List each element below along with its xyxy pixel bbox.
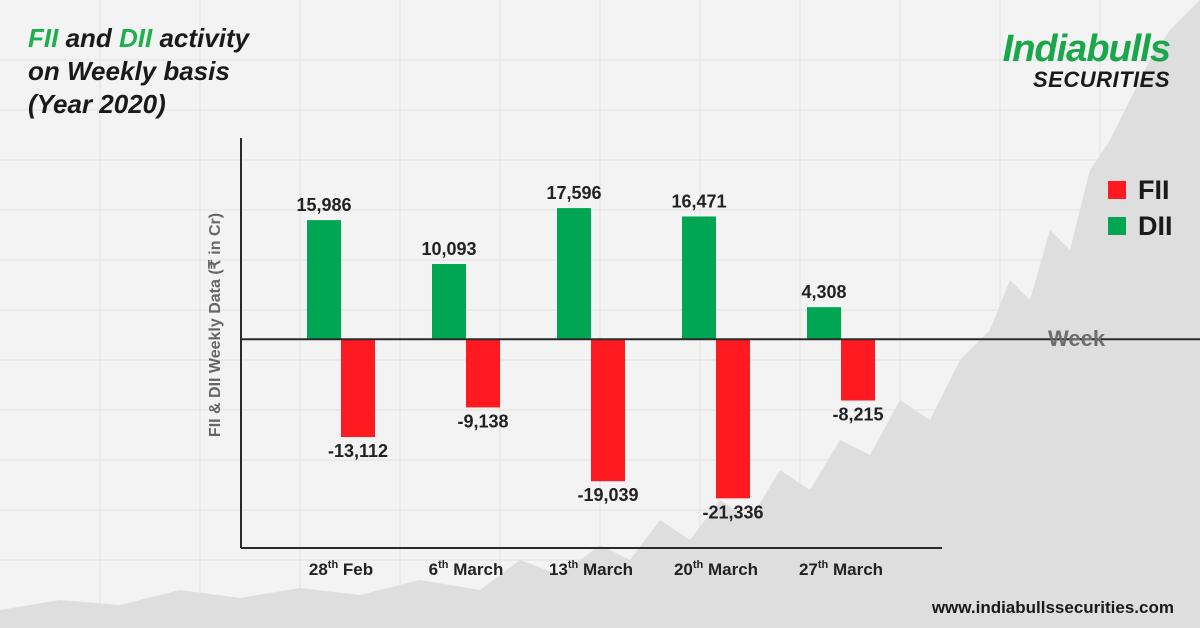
- y-axis-title: FII & DII Weekly Data (₹ in Cr): [207, 213, 224, 437]
- chart-title: FII and DII activity on Weekly basis (Ye…: [28, 23, 250, 119]
- dii-bar: [432, 264, 466, 340]
- x-tick-label: 13th March: [549, 559, 633, 579]
- dii-data-label: 15,986: [296, 195, 351, 215]
- x-tick-label: 27th March: [799, 559, 883, 579]
- dii-data-label: 16,471: [671, 191, 726, 211]
- fii-bar: [466, 339, 500, 408]
- x-tick-label: 6th March: [429, 559, 504, 579]
- fii-bar: [341, 339, 375, 438]
- fii-data-label: -19,039: [577, 485, 638, 505]
- dii-bar: [307, 220, 341, 340]
- x-axis-label: Week: [1048, 326, 1106, 351]
- dii-data-label: 17,596: [546, 183, 601, 203]
- legend-swatch-dii: [1108, 217, 1126, 235]
- legend-label-fii: FII: [1138, 174, 1170, 205]
- legend-item-dii: DII: [1108, 208, 1173, 244]
- dii-data-label: 4,308: [801, 282, 846, 302]
- legend-item-fii: FII: [1108, 172, 1173, 208]
- fii-data-label: -8,215: [832, 405, 883, 425]
- chart-legend: FII DII: [1108, 172, 1173, 244]
- indiabulls-logo: Indiabulls SECURITIES: [1002, 28, 1171, 92]
- dii-bar: [807, 307, 841, 340]
- dii-bar: [557, 208, 591, 340]
- website-url: www.indiabullssecurities.com: [931, 598, 1174, 617]
- fii-bar: [591, 339, 625, 482]
- dii-bar: [682, 216, 716, 340]
- fii-data-label: -9,138: [457, 411, 508, 431]
- dii-data-label: 10,093: [421, 239, 476, 259]
- fii-data-label: -13,112: [328, 441, 388, 461]
- x-tick-label: 28th Feb: [309, 559, 373, 579]
- fii-data-label: -21,336: [702, 502, 763, 522]
- fii-bar: [716, 339, 750, 499]
- fii-bar: [841, 339, 875, 401]
- x-tick-label: 20th March: [674, 559, 758, 579]
- legend-label-dii: DII: [1138, 210, 1173, 241]
- legend-swatch-fii: [1108, 181, 1126, 199]
